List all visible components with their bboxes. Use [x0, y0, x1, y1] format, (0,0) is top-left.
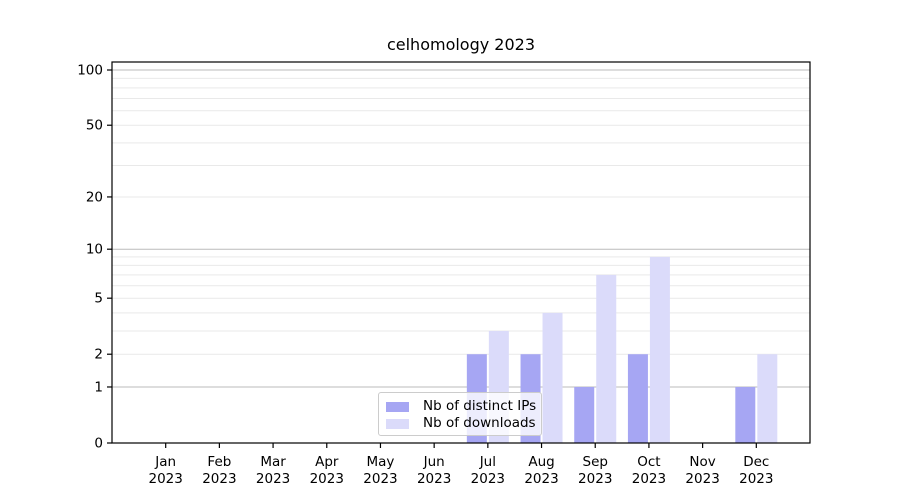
x-tick-label-year: 2023: [524, 471, 558, 487]
y-tick-label: 10: [86, 242, 103, 258]
bar-downloads: [596, 274, 617, 443]
x-tick-label-month: May: [367, 454, 395, 470]
x-tick-label-year: 2023: [685, 471, 719, 487]
x-tick-label-month: Apr: [315, 454, 339, 470]
x-tick-label-month: Nov: [689, 454, 715, 470]
bar-downloads: [542, 312, 563, 443]
plot-border: [111, 61, 811, 444]
x-tick-label-year: 2023: [632, 471, 666, 487]
bar-distinct-ips: [735, 386, 756, 443]
x-tick-label-year: 2023: [202, 471, 236, 487]
x-tick-label-month: Jul: [479, 454, 496, 470]
y-tick-label: 5: [94, 291, 103, 307]
bar-distinct-ips: [574, 386, 595, 443]
x-tick-label-month: Jan: [154, 454, 176, 470]
legend-entry-distinct-ips: Nb of distinct IPs: [386, 398, 541, 415]
y-tick-label: 100: [77, 63, 103, 79]
y-tick-label: 0: [94, 436, 103, 452]
bar-distinct-ips: [627, 354, 648, 443]
x-tick-label-year: 2023: [256, 471, 290, 487]
y-tick-label: 20: [86, 189, 103, 205]
x-tick-label-month: Mar: [260, 454, 286, 470]
bar-downloads: [649, 256, 670, 443]
legend-swatch-downloads: [386, 418, 409, 429]
legend-entry-downloads: Nb of downloads: [386, 415, 541, 432]
x-tick-label-year: 2023: [149, 471, 183, 487]
legend: Nb of distinct IPs Nb of downloads: [378, 392, 542, 436]
bar-downloads: [757, 354, 778, 443]
x-tick-label-month: Sep: [583, 454, 608, 470]
x-tick-label-month: Feb: [207, 454, 231, 470]
x-tick-label-year: 2023: [578, 471, 612, 487]
x-tick-label-month: Oct: [637, 454, 660, 470]
x-tick-label-year: 2023: [363, 471, 397, 487]
x-tick-label-year: 2023: [417, 471, 451, 487]
x-tick-label-month: Jun: [423, 454, 445, 470]
legend-label-distinct-ips: Nb of distinct IPs: [423, 398, 537, 414]
x-tick-label-year: 2023: [471, 471, 505, 487]
x-tick-label-month: Aug: [528, 454, 554, 470]
legend-swatch-distinct-ips: [386, 401, 409, 412]
x-tick-label-month: Dec: [743, 454, 769, 470]
y-tick-label: 50: [86, 118, 103, 134]
x-tick-label-year: 2023: [310, 471, 344, 487]
x-tick-label-year: 2023: [739, 471, 773, 487]
y-tick-label: 2: [94, 347, 103, 363]
y-tick-label: 1: [94, 379, 103, 395]
chart-title: celhomology 2023: [386, 35, 536, 54]
legend-label-downloads: Nb of downloads: [423, 415, 536, 431]
